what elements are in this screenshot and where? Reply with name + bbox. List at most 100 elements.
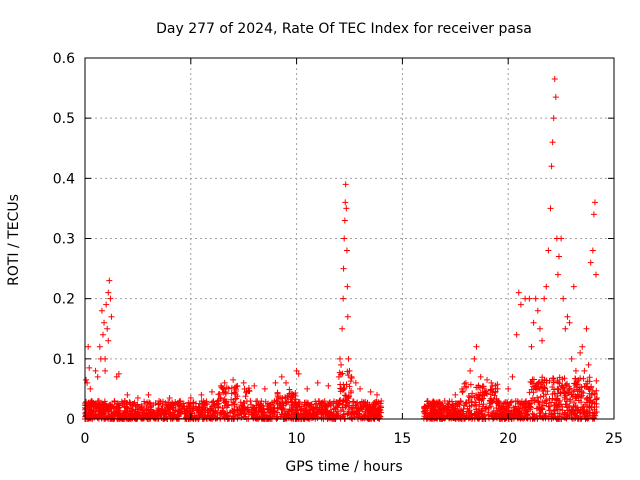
data-point	[286, 386, 293, 393]
data-point	[577, 349, 584, 356]
data-point	[176, 408, 183, 415]
data-point	[526, 389, 533, 396]
data-point	[479, 385, 486, 392]
data-point	[264, 405, 271, 412]
data-point	[522, 399, 529, 406]
data-point	[591, 412, 598, 419]
data-point	[547, 205, 554, 212]
data-point	[526, 295, 533, 302]
data-point	[239, 404, 246, 411]
data-point	[548, 163, 555, 170]
data-point	[340, 397, 347, 404]
data-point	[543, 397, 550, 404]
data-point	[91, 401, 98, 408]
data-point	[95, 407, 102, 414]
data-point	[90, 400, 97, 407]
data-point	[586, 378, 593, 385]
data-point	[561, 414, 568, 421]
data-point	[522, 407, 529, 414]
data-point	[543, 379, 550, 386]
data-point	[530, 383, 537, 390]
x-tick-label: 20	[499, 431, 517, 447]
data-point	[182, 410, 189, 417]
data-point	[260, 412, 267, 419]
data-point	[577, 408, 584, 415]
data-point	[491, 392, 498, 399]
data-point	[492, 382, 499, 389]
data-point	[439, 413, 446, 420]
data-point	[175, 406, 182, 413]
data-point	[492, 388, 499, 395]
data-point	[344, 313, 351, 320]
data-point	[344, 399, 351, 406]
data-point	[355, 413, 362, 420]
data-point	[583, 380, 590, 387]
data-point	[233, 403, 240, 410]
data-point	[459, 389, 466, 396]
data-point	[84, 404, 91, 411]
data-point	[585, 361, 592, 368]
data-point	[480, 401, 487, 408]
data-point	[132, 409, 139, 416]
data-point	[282, 400, 289, 407]
data-point	[481, 391, 488, 398]
data-point	[346, 406, 353, 413]
data-point	[251, 410, 258, 417]
data-point	[466, 409, 473, 416]
data-point	[581, 367, 588, 374]
data-point	[341, 235, 348, 242]
data-point	[429, 409, 436, 416]
data-point	[493, 411, 500, 418]
data-point	[431, 400, 438, 407]
data-point	[558, 383, 565, 390]
x-tick-label: 10	[288, 431, 306, 447]
x-tick-label: 5	[186, 431, 195, 447]
data-point	[474, 384, 481, 391]
data-point	[479, 395, 486, 402]
data-point	[500, 403, 507, 410]
data-point	[562, 325, 569, 332]
data-point	[191, 412, 198, 419]
data-point	[276, 400, 283, 407]
data-point	[506, 402, 513, 409]
data-point	[593, 387, 600, 394]
data-point	[129, 408, 136, 415]
data-point	[495, 412, 502, 419]
data-point	[111, 398, 118, 405]
data-point	[517, 301, 524, 308]
data-point	[167, 409, 174, 416]
data-point	[452, 391, 459, 398]
data-point	[92, 412, 99, 419]
data-point	[285, 392, 292, 399]
data-point	[274, 393, 281, 400]
data-point	[529, 410, 536, 417]
data-point	[548, 413, 555, 420]
data-point	[85, 343, 92, 350]
data-point	[536, 378, 543, 385]
data-point	[106, 277, 113, 284]
data-point	[542, 398, 549, 405]
data-point	[94, 398, 101, 405]
data-point	[483, 388, 490, 395]
data-point	[200, 401, 207, 408]
data-point	[92, 367, 99, 374]
data-point	[207, 405, 214, 412]
data-point	[558, 235, 565, 242]
data-point	[500, 400, 507, 407]
data-point	[477, 373, 484, 380]
data-point	[145, 391, 152, 398]
data-point	[101, 319, 108, 326]
data-point	[336, 355, 343, 362]
data-point	[488, 379, 495, 386]
data-point	[487, 387, 494, 394]
x-tick-label: 15	[393, 431, 411, 447]
data-point	[217, 394, 224, 401]
data-point	[531, 397, 538, 404]
data-point	[542, 410, 549, 417]
data-point	[337, 371, 344, 378]
data-point	[563, 398, 570, 405]
data-point	[253, 398, 260, 405]
chart-title: Day 277 of 2024, Rate Of TEC Index for r…	[156, 21, 532, 37]
data-point	[349, 398, 356, 405]
